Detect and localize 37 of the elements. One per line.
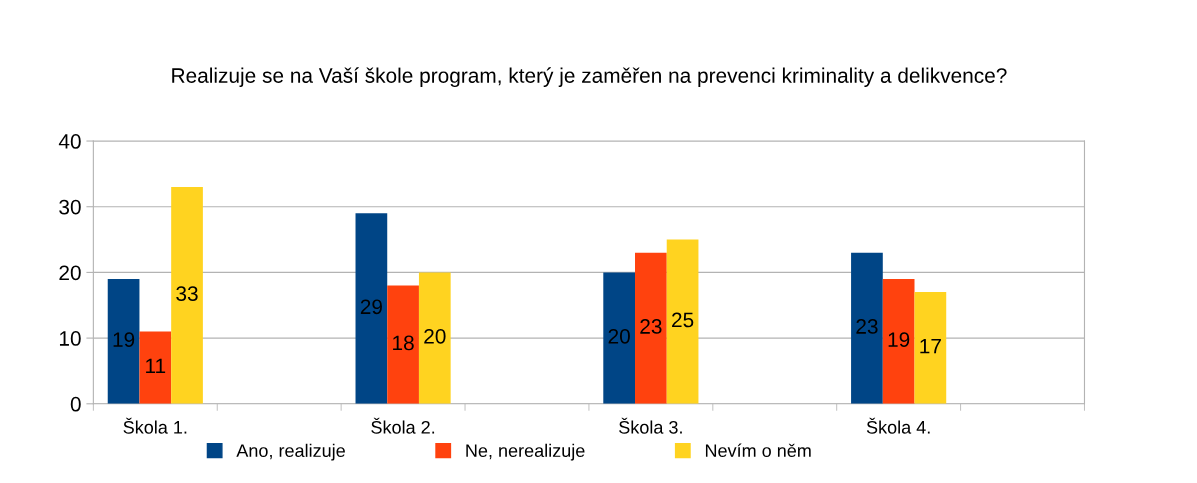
data-label: 20 [424,328,446,344]
data-label: 18 [393,335,414,351]
data-label: 33 [176,286,198,301]
y-tick-label: 40 [58,134,81,149]
legend-label: Ne, nerealizuje [466,443,585,461]
bar [387,285,419,404]
x-tick-label: Škola 4. [866,417,930,434]
x-tick-label: Škola 3. [619,417,682,434]
bar [914,292,947,404]
y-tick-label: 20 [59,265,81,281]
data-label: 19 [113,332,135,347]
data-label: 23 [856,319,878,334]
x-tick-label: Škola 1. [123,417,187,434]
bar [851,252,883,404]
legend-label: Nevím o něm [705,443,811,458]
bar [603,272,636,404]
bar [355,213,388,404]
data-label: 17 [920,339,941,354]
y-tick-label: 30 [59,199,81,215]
y-tick-label: 0 [70,396,81,412]
data-label: 29 [360,299,382,315]
x-tick-label: Škola 2. [371,417,435,434]
data-label: 11 [146,358,166,374]
data-label: 23 [640,319,662,334]
bar [171,187,203,404]
data-label: 25 [672,312,694,328]
data-label: 20 [608,328,630,344]
bar [882,278,915,404]
bar [418,272,451,404]
bar [107,278,140,404]
bar [635,252,667,404]
bar [666,239,699,404]
legend-label: Ano, realizuje [236,443,345,461]
chart-title: Realizuje se na Vaší škole program, který je zaměřen na prevenci kriminality a delikvence? [172,67,1007,88]
data-label: 19 [888,332,910,347]
y-tick-label: 10 [59,331,81,346]
bar [139,331,172,404]
